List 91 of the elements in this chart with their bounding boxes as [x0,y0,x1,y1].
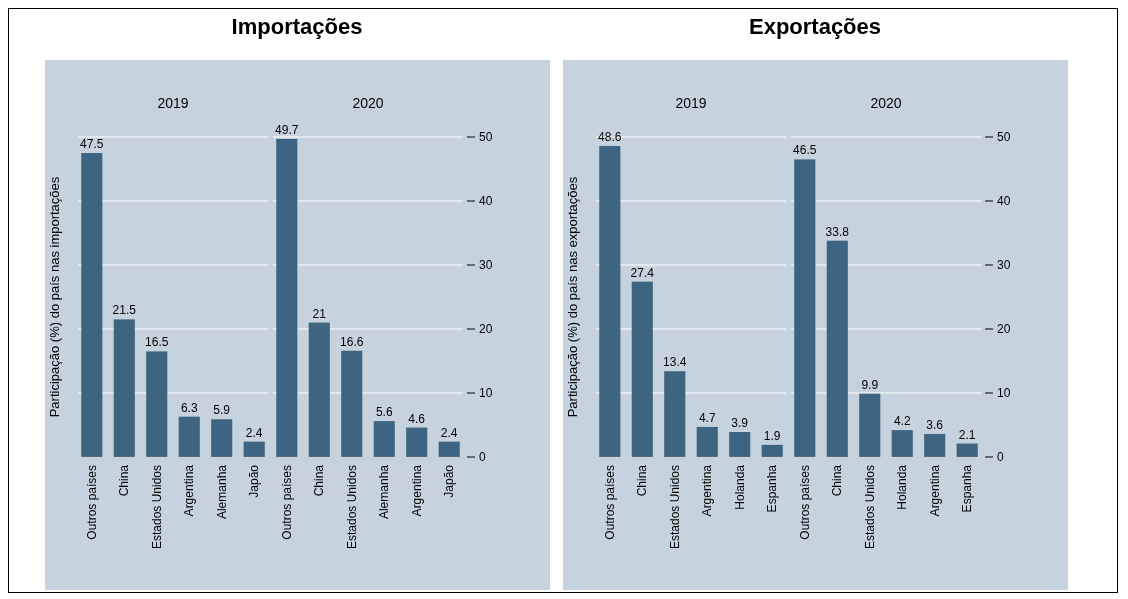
x-tick-label: Estados Unidos [862,465,877,550]
y-tick-label: 50 [997,130,1011,144]
y-axis-title: Participação (%) do país nas exportações [565,176,580,418]
bar [859,393,881,457]
bar [308,322,330,457]
data-label: 21.5 [112,303,137,318]
bar [276,138,298,457]
bar [211,419,233,457]
x-tick-label: Espanha [960,464,975,513]
data-label: 3.6 [926,417,944,432]
bar [599,145,621,457]
data-label: 47.5 [80,137,104,151]
bar [794,159,816,457]
data-label: 49.7 [275,122,299,137]
x-tick-label: Japão [442,464,457,498]
x-tick-label: China [117,464,132,497]
y-tick-label: 20 [479,322,493,336]
bar [341,350,363,457]
x-tick-label: Argentina [409,464,424,517]
x-tick-label: Espanha [765,464,780,513]
chart-subtitle: 2020 [870,95,902,111]
chart-subtitle: 2019 [675,95,707,111]
bar [729,432,751,457]
data-label: 3.9 [731,416,749,431]
data-label: 5.9 [213,403,231,418]
x-tick-label: China [312,464,327,497]
x-tick-label: Argentina [927,464,942,517]
x-tick-label: Outros países [279,465,294,540]
bar [664,371,686,457]
y-tick-label: 40 [479,194,493,208]
bar [243,441,265,457]
y-tick-label: 0 [479,450,486,464]
x-tick-label: Holanda [732,464,747,510]
data-label: 21 [312,306,327,321]
data-label: 33.8 [825,224,850,239]
bar [696,426,718,457]
bar [438,441,460,457]
data-label: 27.4 [630,265,655,280]
x-tick-label: China [830,464,845,497]
data-label: 2.1 [958,427,976,442]
y-tick-label: 30 [997,258,1011,272]
data-label: 4.6 [408,411,426,426]
data-label: 6.3 [180,400,198,415]
y-tick-label: 10 [997,386,1011,400]
x-tick-label: Argentina [700,464,715,517]
x-tick-label: Outros países [602,465,617,540]
data-label: 16.6 [340,334,364,349]
data-label: 13.4 [663,355,687,370]
chart-subtitle: 2020 [352,95,384,111]
data-label: 48.6 [598,129,622,144]
y-tick-label: 30 [479,258,493,272]
y-tick-label: 10 [479,386,493,400]
data-label: 5.6 [375,405,393,420]
bar [178,416,200,457]
x-tick-label: Japão [247,464,262,498]
chart-title: Importações [231,14,363,39]
x-tick-label: Alemanha [377,464,392,520]
bar [891,430,913,457]
chart-subtitle: 2019 [157,95,189,111]
data-label: 1.9 [763,428,781,443]
data-label: 46.5 [793,143,817,158]
bar [406,427,428,457]
bar [373,421,395,457]
y-tick-label: 0 [997,450,1004,464]
x-tick-label: Argentina [182,464,197,517]
x-tick-label: Outros países [84,465,99,540]
data-label: 4.2 [893,414,911,429]
y-tick-label: 40 [997,194,1011,208]
x-tick-label: Holanda [895,464,910,510]
data-label: 9.9 [861,377,879,392]
bar [146,351,168,457]
bar [924,433,946,457]
x-tick-label: Estados Unidos [344,465,359,550]
data-label: 4.7 [698,410,716,425]
chart-title: Exportações [748,14,882,39]
y-tick-label: 20 [997,322,1011,336]
bar [761,444,783,457]
y-tick-label: 50 [479,130,493,144]
bar [113,319,135,457]
bar [631,281,653,457]
y-axis-title: Participação (%) do país nas importações [47,176,62,418]
data-label: 2.4 [440,425,458,440]
x-tick-label: Alemanha [214,464,229,520]
x-tick-label: Estados Unidos [667,465,682,550]
bar [81,153,103,457]
x-tick-label: Estados Unidos [149,465,164,550]
x-tick-label: China [635,464,650,497]
data-label: 2.4 [245,425,263,440]
data-label: 16.5 [145,335,169,350]
bar [826,240,848,457]
x-tick-label: Outros países [797,465,812,540]
